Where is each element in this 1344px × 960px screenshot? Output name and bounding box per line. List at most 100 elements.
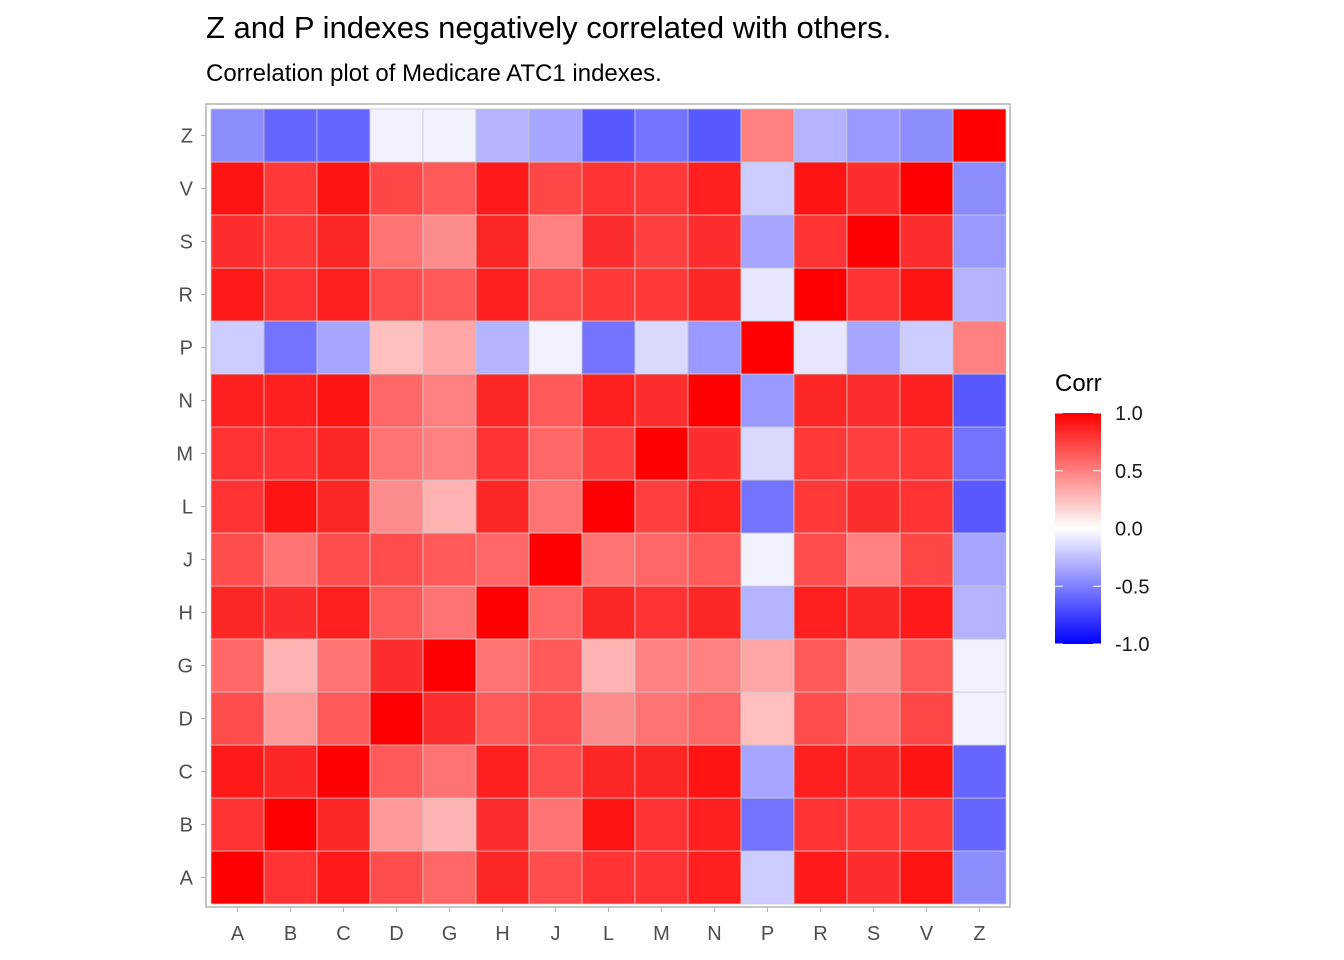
heatmap-cell-N-R [793,373,848,428]
heatmap-cell-V-H [475,161,530,216]
heatmap-cell-M-N [687,426,742,481]
heatmap-cell-Z-M [634,108,689,163]
heatmap-cell-P-P [740,320,795,375]
heatmap-cell-C-M [634,744,689,799]
heatmap-cell-S-J [528,214,583,269]
heatmap-cell-N-P [740,373,795,428]
heatmap-cell-L-M [634,479,689,534]
heatmap-cell-R-A [210,267,265,322]
heatmap-cell-Z-D [369,108,424,163]
heatmap-cell-V-C [316,161,371,216]
heatmap-cell-H-M [634,585,689,640]
legend-label: 0.0 [1115,519,1143,541]
heatmap-cell-P-B [263,320,318,375]
heatmap-cell-L-P [740,479,795,534]
heatmap-cell-D-L [581,691,636,746]
heatmap-cell-Z-V [899,108,954,163]
heatmap-cell-B-S [846,797,901,852]
x-tick-label-L: L [603,923,614,945]
heatmap-cell-R-P [740,267,795,322]
heatmap-cell-B-P [740,797,795,852]
heatmap-cell-L-G [422,479,477,534]
heatmap-cell-J-V [899,532,954,587]
heatmap-cell-S-R [793,214,848,269]
heatmap-cell-D-H [475,691,530,746]
heatmap-cell-H-S [846,585,901,640]
heatmap-cell-J-P [740,532,795,587]
heatmap-cell-J-C [316,532,371,587]
heatmap-cell-J-D [369,532,424,587]
heatmap-cell-C-J [528,744,583,799]
heatmap-cell-C-R [793,744,848,799]
heatmap-cell-B-R [793,797,848,852]
legend-ticks: 1.0 0.5 0.0 -0.5 -1.0 [1055,403,1149,656]
heatmap-cell-G-Z [952,638,1007,693]
x-tick-label-S: S [867,923,880,945]
heatmap-cell-M-S [846,426,901,481]
heatmap-cell-G-J [528,638,583,693]
heatmap-cell-A-G [422,850,477,905]
heatmap-cell-A-H [475,850,530,905]
heatmap-cell-H-H [475,585,530,640]
y-tick-label-G: G [177,656,193,678]
heatmap-cell-C-H [475,744,530,799]
heatmap-cell-P-L [581,320,636,375]
heatmap-cell-B-L [581,797,636,852]
legend-label: 1.0 [1115,403,1143,425]
heatmap-cell-L-N [687,479,742,534]
heatmap-cell-B-G [422,797,477,852]
heatmap-cell-A-M [634,850,689,905]
heatmap-cell-J-L [581,532,636,587]
heatmap-cell-C-C [316,744,371,799]
heatmap-cell-L-V [899,479,954,534]
heatmap-cell-Z-B [263,108,318,163]
heatmap-cell-L-A [210,479,265,534]
x-tick-label-V: V [920,923,934,945]
heatmap-cell-G-G [422,638,477,693]
heatmap-cell-G-P [740,638,795,693]
legend-label: 0.5 [1115,461,1143,483]
heatmap-cell-B-D [369,797,424,852]
heatmap-cell-V-Z [952,161,1007,216]
y-tick-label-L: L [182,497,193,519]
heatmap-cell-M-Z [952,426,1007,481]
legend-label: -1.0 [1115,634,1149,656]
heatmap-cell-M-D [369,426,424,481]
x-tick-label-J: J [551,923,561,945]
heatmap-cell-R-Z [952,267,1007,322]
heatmap-cell-P-H [475,320,530,375]
y-tick-label-Z: Z [181,126,193,148]
heatmap-cell-C-D [369,744,424,799]
heatmap-cell-S-P [740,214,795,269]
heatmap-cell-H-R [793,585,848,640]
heatmap-cell-P-V [899,320,954,375]
heatmap-cell-P-S [846,320,901,375]
y-tick-label-A: A [180,868,194,890]
heatmap-cell-P-A [210,320,265,375]
heatmap-cell-D-R [793,691,848,746]
heatmap-cell-J-Z [952,532,1007,587]
heatmap-cell-B-N [687,797,742,852]
heatmap-cell-L-B [263,479,318,534]
heatmap-cell-M-V [899,426,954,481]
heatmap-cell-N-M [634,373,689,428]
heatmap-cell-P-R [793,320,848,375]
heatmap-cell-M-G [422,426,477,481]
heatmap-cell-A-L [581,850,636,905]
heatmap-cell-H-N [687,585,742,640]
heatmap-cell-A-D [369,850,424,905]
heatmap-cell-Z-G [422,108,477,163]
y-tick-label-B: B [180,815,193,837]
heatmap-cell-P-G [422,320,477,375]
heatmap-cell-A-A [210,850,265,905]
heatmap-cell-H-J [528,585,583,640]
heatmap-cell-N-Z [952,373,1007,428]
heatmap-cell-R-B [263,267,318,322]
heatmap-cell-H-G [422,585,477,640]
heatmap-cell-N-H [475,373,530,428]
x-tick-label-B: B [284,923,297,945]
heatmap-cell-A-Z [952,850,1007,905]
x-tick-label-M: M [653,923,670,945]
x-tick-label-D: D [389,923,403,945]
